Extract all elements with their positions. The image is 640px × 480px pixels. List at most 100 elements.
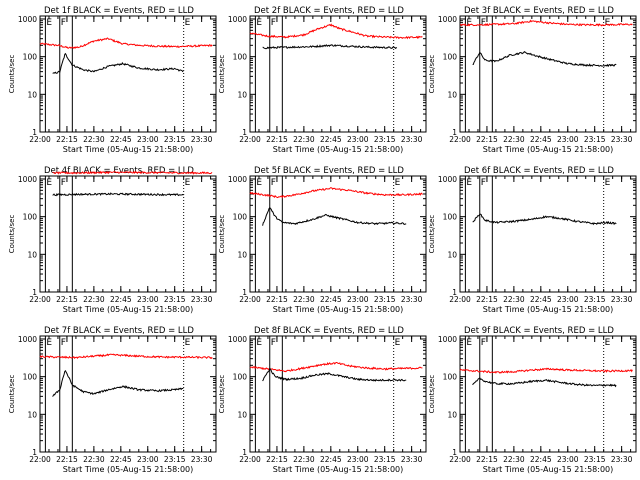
time-marker-label: E — [466, 178, 472, 188]
x-tick-label: 22:45 — [320, 455, 342, 464]
x-tick-label: 23:15 — [164, 455, 186, 464]
x-axis-label: Start Time (05-Aug-15 21:58:00) — [63, 305, 194, 314]
chart-title: Det 2f BLACK = Events, RED = LLD — [254, 6, 404, 16]
chart-panel: Det 8f BLACK = Events, RED = LLD 1 10 100 10… — [218, 326, 427, 474]
x-axis-label: Start Time (05-Aug-15 21:58:00) — [273, 305, 404, 314]
time-marker-label: E — [605, 18, 611, 28]
x-tick-label: 23:30 — [401, 455, 423, 464]
x-tick-label: 23:00 — [347, 455, 369, 464]
time-marker-label: F — [481, 18, 486, 28]
lld-series-line — [249, 23, 423, 40]
lld-series-line — [249, 187, 423, 199]
time-marker-label: E — [46, 338, 52, 348]
x-tick-label: 23:15 — [374, 135, 396, 144]
plot-frame — [39, 335, 217, 453]
time-marker-label: E — [605, 338, 611, 348]
x-tick-label: 22:15 — [266, 455, 288, 464]
y-tick-label: 1000 — [438, 175, 457, 184]
y-tick-label: 1 — [452, 128, 457, 137]
time-marker-label: E — [256, 18, 262, 28]
y-axis-label: Counts/sec — [8, 215, 16, 254]
x-tick-label: 23:15 — [584, 295, 606, 304]
x-tick-label: 23:00 — [137, 135, 159, 144]
time-marker-label: E — [185, 338, 191, 348]
x-tick-label: 22:30 — [83, 135, 105, 144]
x-tick-label: 22:15 — [476, 135, 498, 144]
y-tick-label: 100 — [233, 373, 248, 382]
x-tick-label: 23:30 — [401, 295, 423, 304]
x-axis-label: Start Time (05-Aug-15 21:58:00) — [63, 145, 194, 154]
chart-title: Det 3f BLACK = Events, RED = LLD — [464, 6, 614, 16]
x-tick-label: 22:00 — [29, 135, 51, 144]
x-tick-label: 22:00 — [239, 295, 261, 304]
y-tick-label: 1 — [452, 288, 457, 297]
chart-title: Det 8f BLACK = Events, RED = LLD — [254, 326, 404, 336]
chart-title: Det 4f BLACK = Events, RED = LLD — [44, 166, 194, 176]
time-marker-label: E — [466, 338, 472, 348]
x-tick-label: 22:15 — [56, 455, 78, 464]
y-axis-label: Counts/sec — [218, 215, 226, 254]
x-tick-label: 23:00 — [347, 295, 369, 304]
x-tick-label: 22:30 — [83, 295, 105, 304]
time-marker-label: E — [46, 18, 52, 28]
time-marker-label: E — [256, 338, 262, 348]
x-tick-label: 22:00 — [239, 455, 261, 464]
y-tick-label: 1000 — [228, 175, 247, 184]
chart-panel: Det 2f BLACK = Events, RED = LLD 1 10 100 10… — [218, 6, 427, 154]
x-tick-label: 22:00 — [449, 455, 471, 464]
y-axis-label: Counts/sec — [428, 55, 436, 94]
y-tick-label: 10 — [27, 410, 37, 419]
x-tick-label: 22:00 — [29, 295, 51, 304]
x-tick-label: 23:15 — [584, 135, 606, 144]
plot-frame — [249, 15, 427, 133]
events-series-line — [52, 369, 184, 397]
y-tick-label: 1 — [32, 128, 37, 137]
x-tick-label: 22:30 — [503, 135, 525, 144]
y-tick-label: 1000 — [228, 335, 247, 344]
x-tick-label: 23:15 — [164, 295, 186, 304]
y-tick-label: 100 — [23, 373, 38, 382]
plot-frame — [459, 175, 637, 293]
lld-series-line — [459, 367, 633, 374]
y-tick-label: 1 — [452, 448, 457, 457]
y-tick-label: 1000 — [18, 175, 37, 184]
time-marker-label: E — [466, 18, 472, 28]
y-tick-label: 1 — [242, 288, 247, 297]
lld-series-line — [39, 353, 213, 360]
y-tick-label: 1000 — [438, 15, 457, 24]
x-tick-label: 23:00 — [557, 455, 579, 464]
y-tick-label: 10 — [447, 90, 457, 99]
y-axis-label: Counts/sec — [218, 55, 226, 94]
events-series-line — [472, 377, 617, 388]
x-tick-label: 22:30 — [83, 455, 105, 464]
y-tick-label: 1000 — [228, 15, 247, 24]
x-tick-label: 23:15 — [374, 295, 396, 304]
y-tick-label: 100 — [233, 213, 248, 222]
x-axis-label: Start Time (05-Aug-15 21:58:00) — [483, 305, 614, 314]
time-marker-label: E — [395, 18, 401, 28]
y-tick-label: 10 — [237, 90, 247, 99]
chart-panel: Det 3f BLACK = Events, RED = LLD 1 10 100 10… — [428, 6, 637, 154]
x-tick-label: 22:15 — [56, 295, 78, 304]
events-series-line — [262, 367, 407, 382]
time-marker-label: E — [256, 178, 262, 188]
x-axis-label: Start Time (05-Aug-15 21:58:00) — [483, 465, 614, 474]
y-tick-label: 100 — [233, 53, 248, 62]
events-series-line — [52, 52, 184, 74]
time-marker-label: F — [481, 338, 486, 348]
y-tick-label: 1 — [32, 288, 37, 297]
x-tick-label: 23:15 — [164, 135, 186, 144]
y-tick-label: 100 — [23, 53, 38, 62]
x-tick-label: 22:30 — [503, 295, 525, 304]
time-marker-label: E — [395, 178, 401, 188]
x-tick-label: 22:15 — [476, 455, 498, 464]
x-tick-label: 22:30 — [503, 455, 525, 464]
y-axis-label: Counts/sec — [428, 375, 436, 414]
x-tick-label: 22:45 — [110, 455, 132, 464]
x-tick-label: 22:45 — [110, 295, 132, 304]
y-tick-label: 10 — [237, 410, 247, 419]
time-marker-label: F — [61, 178, 66, 188]
y-tick-label: 1 — [32, 448, 37, 457]
y-tick-label: 10 — [27, 250, 37, 259]
